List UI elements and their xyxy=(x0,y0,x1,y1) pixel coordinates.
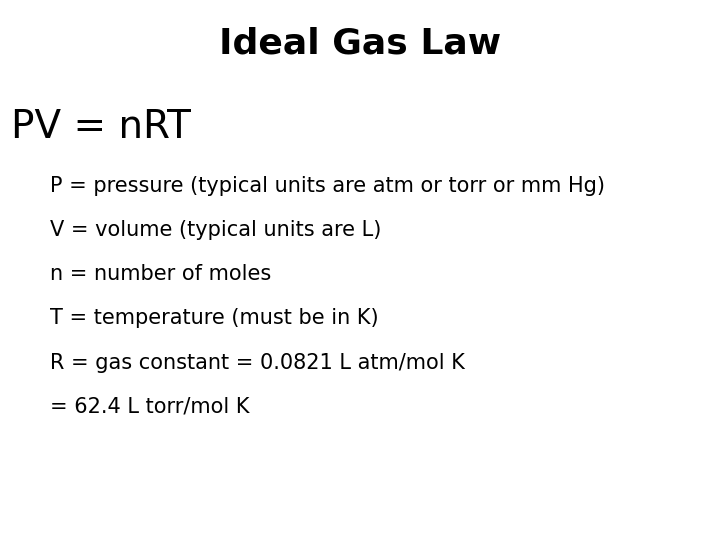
Text: R = gas constant = 0.0821 L atm/mol K: R = gas constant = 0.0821 L atm/mol K xyxy=(50,353,465,373)
Text: T = temperature (must be in K): T = temperature (must be in K) xyxy=(50,308,379,328)
Text: n = number of moles: n = number of moles xyxy=(50,264,271,284)
Text: PV = nRT: PV = nRT xyxy=(11,108,191,146)
Text: Ideal Gas Law: Ideal Gas Law xyxy=(219,27,501,61)
Text: V = volume (typical units are L): V = volume (typical units are L) xyxy=(50,220,382,240)
Text: = 62.4 L torr/mol K: = 62.4 L torr/mol K xyxy=(50,397,250,417)
Text: P = pressure (typical units are atm or torr or mm Hg): P = pressure (typical units are atm or t… xyxy=(50,176,606,195)
